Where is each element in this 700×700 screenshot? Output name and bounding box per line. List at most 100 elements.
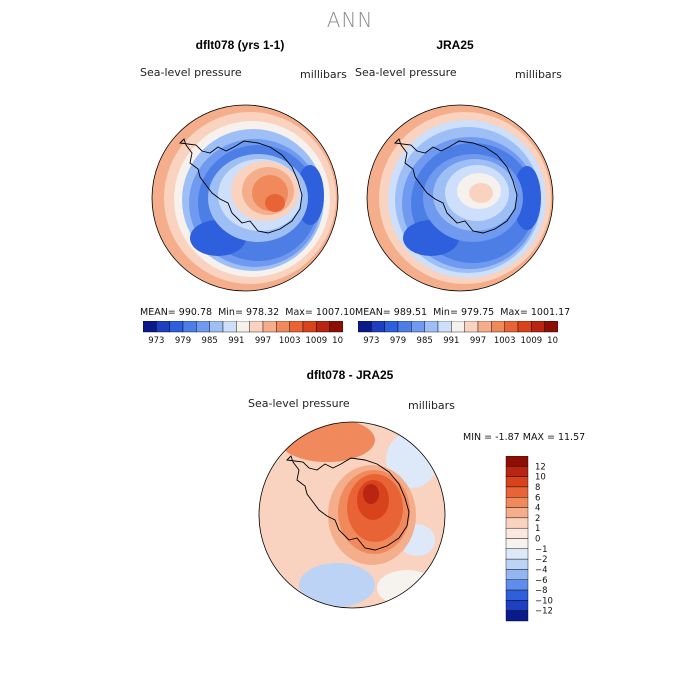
panel1-max-label: Max= xyxy=(285,307,313,318)
colorbar-tick-label: 973 xyxy=(148,336,164,346)
colorbar-cell xyxy=(222,321,237,333)
panel3-map xyxy=(258,421,446,609)
colorbar-tick-label: 10 xyxy=(535,473,546,483)
colorbar-cell xyxy=(437,321,452,333)
map2-border xyxy=(366,104,554,292)
colorbar-cell xyxy=(289,321,304,333)
colorbar-cell xyxy=(505,486,529,498)
panel1-min: 978.32 xyxy=(245,307,280,318)
colorbar-cell xyxy=(505,600,529,611)
panel1-max: 1007.10 xyxy=(315,307,356,318)
colorbar-cell xyxy=(505,558,529,570)
map3-high xyxy=(363,484,379,504)
colorbar-cell xyxy=(505,610,529,622)
colorbar-cell xyxy=(505,456,529,467)
colorbar-tick-label: 8 xyxy=(535,483,540,493)
colorbar-cell xyxy=(464,321,479,333)
colorbar-cell xyxy=(262,321,277,333)
panel1-title: dflt078 (yrs 1-1) xyxy=(195,38,285,52)
panel3-max-label: MAX = xyxy=(522,432,555,443)
colorbar-cell xyxy=(196,321,210,333)
colorbar-tick-label: 1015 xyxy=(547,336,558,346)
panel2-units: millibars xyxy=(515,68,562,81)
map2-low-east xyxy=(513,166,541,230)
colorbar-cell xyxy=(276,321,290,333)
colorbar-cell xyxy=(505,517,529,529)
colorbar-cell xyxy=(477,321,492,333)
colorbar-tick-label: 1015 xyxy=(332,336,343,346)
panel3-minmax: MIN = -1.87 MAX = 11.57 xyxy=(463,432,585,443)
colorbar-cell xyxy=(424,321,439,333)
panel1-stats: MEAN= 990.78 Min= 978.32 Max= 1007.10 xyxy=(140,307,355,318)
panel2-mean-label: MEAN= xyxy=(355,307,391,318)
colorbar-tick-label: −10 xyxy=(535,596,553,606)
colorbar-tick-label: 1003 xyxy=(494,336,516,346)
panel2-max-label: Max= xyxy=(500,307,528,318)
colorbar-tick-label: −1 xyxy=(535,545,548,555)
colorbar-tick-label: −4 xyxy=(535,565,548,575)
colorbar-tick-label: 991 xyxy=(228,336,244,346)
map2-coastline xyxy=(394,138,518,234)
colorbar-cell xyxy=(505,538,529,550)
colorbar-tick-label: 979 xyxy=(390,336,406,346)
panel2-min: 979.75 xyxy=(460,307,495,318)
map1-high xyxy=(265,194,285,212)
map2-high xyxy=(469,183,493,203)
map3-low-southwest xyxy=(299,563,375,607)
colorbar-tick-label: 1009 xyxy=(306,336,328,346)
colorbar-cell xyxy=(156,321,170,333)
colorbar-cell xyxy=(505,569,529,580)
colorbar-tick-label: 0 xyxy=(535,535,540,545)
panel3-title: dflt078 - JRA25 xyxy=(306,368,394,382)
colorbar-cell xyxy=(544,321,558,333)
colorbar-cell xyxy=(371,321,385,333)
colorbar-cell xyxy=(504,321,519,333)
colorbar-cell xyxy=(316,321,330,333)
colorbar-tick-label: 979 xyxy=(175,336,191,346)
panel1-mean: 990.78 xyxy=(178,307,213,318)
panel2-map xyxy=(366,104,554,292)
map3-high-north xyxy=(279,422,375,462)
panel2-min-label: Min= xyxy=(433,307,458,318)
panel1-mean-label: MEAN= xyxy=(140,307,176,318)
colorbar-tick-label: 985 xyxy=(417,336,433,346)
colorbar-tick-label: −8 xyxy=(535,586,548,596)
colorbar-cell xyxy=(505,466,529,477)
colorbar-cell xyxy=(143,321,157,333)
panel2-title: JRA25 xyxy=(436,38,474,52)
panel1-min-label: Min= xyxy=(218,307,243,318)
panel2-max: 1001.17 xyxy=(530,307,571,318)
colorbar-cell xyxy=(384,321,399,333)
panel3-max: 11.57 xyxy=(557,432,586,443)
colorbar-cell xyxy=(358,321,372,333)
colorbar-tick-label: 1 xyxy=(535,524,540,534)
colorbar-cell xyxy=(182,321,197,333)
panel3-variable: Sea-level pressure xyxy=(248,397,350,410)
colorbar-cell xyxy=(491,321,505,333)
panel1-units: millibars xyxy=(300,68,347,81)
colorbar-cell xyxy=(329,321,343,333)
colorbar-tick-label: 6 xyxy=(535,493,540,503)
colorbar-cell xyxy=(411,321,425,333)
colorbar-tick-label: 991 xyxy=(443,336,459,346)
colorbar-cell xyxy=(505,476,529,488)
colorbar-cell xyxy=(517,321,532,333)
panel2-stats: MEAN= 989.51 Min= 979.75 Max= 1001.17 xyxy=(355,307,570,318)
colorbar-cell xyxy=(169,321,184,333)
colorbar-tick-label: 4 xyxy=(535,504,540,514)
colorbar-cell xyxy=(505,527,529,539)
colorbar-tick-label: −2 xyxy=(535,555,548,565)
colorbar-cell xyxy=(209,321,224,333)
panel3-min-label: MIN = xyxy=(463,432,493,443)
colorbar-cell xyxy=(397,321,412,333)
map1-border xyxy=(151,104,339,292)
panel1-colorbar: 973 979 985 991 997 1003 1009 1015 xyxy=(143,321,343,346)
map1-coastline xyxy=(179,138,303,234)
panel2-colorbar: 973 979 985 991 997 1003 1009 1015 xyxy=(358,321,558,346)
colorbar-cell xyxy=(505,589,529,601)
colorbar-tick-label: 973 xyxy=(363,336,379,346)
colorbar-cell xyxy=(451,321,465,333)
colorbar-cell xyxy=(249,321,264,333)
colorbar-tick-label: −6 xyxy=(535,576,548,586)
